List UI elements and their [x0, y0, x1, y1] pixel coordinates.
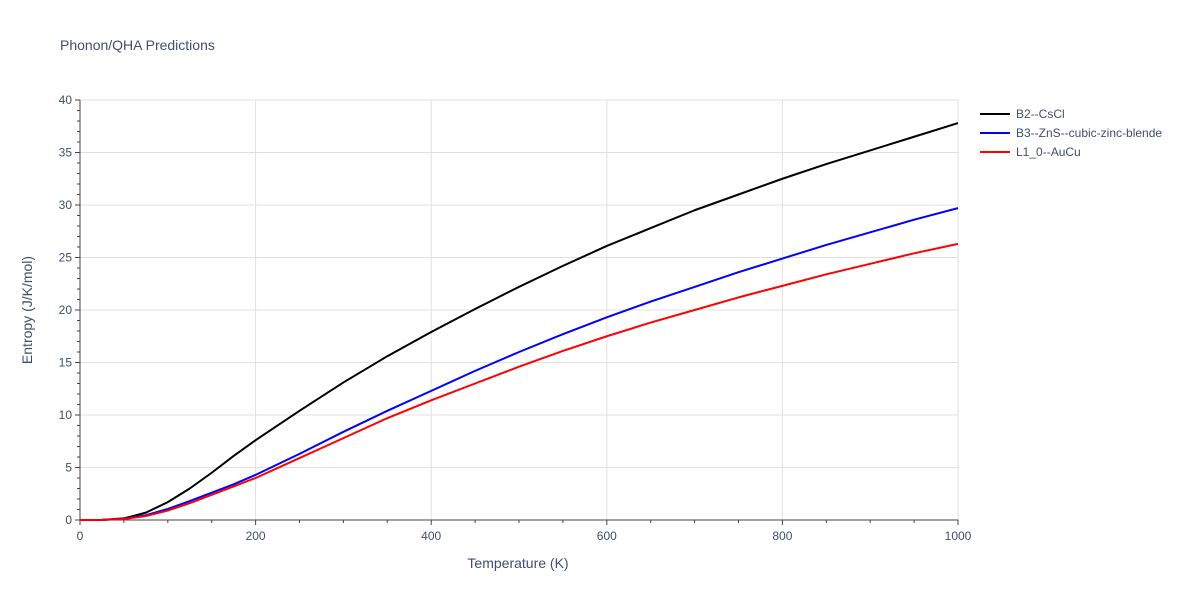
- x-tick-label: 600: [597, 529, 617, 543]
- x-tick-label: 200: [246, 529, 266, 543]
- legend-label: B2--CsCl: [1016, 107, 1065, 121]
- legend-item-2[interactable]: L1_0--AuCu: [980, 145, 1081, 159]
- series-line-0[interactable]: [79, 122, 959, 521]
- x-tick-label: 400: [421, 529, 441, 543]
- x-tick-label: 0: [77, 529, 84, 543]
- x-axis-title: Temperature (K): [467, 555, 568, 571]
- legend-item-0[interactable]: B2--CsCl: [980, 107, 1065, 121]
- axes-layer: 0 200 400 600 800 1000 0 5 10 15 20 25 30 35 40: [59, 93, 972, 543]
- y-tick-label: 30: [59, 198, 73, 212]
- y-tick-label: 5: [65, 461, 72, 475]
- chart-title: Phonon/QHA Predictions: [60, 37, 215, 53]
- legend-label: B3--ZnS--cubic-zinc-blende: [1016, 126, 1162, 140]
- legend-item-1[interactable]: B3--ZnS--cubic-zinc-blende: [980, 126, 1162, 140]
- x-tick-label: 1000: [945, 529, 972, 543]
- legend[interactable]: B2--CsCl B3--ZnS--cubic-zinc-blende L1_0--…: [980, 107, 1162, 159]
- y-tick-label: 0: [65, 513, 72, 527]
- y-tick-label: 10: [59, 408, 73, 422]
- y-tick-label: 40: [59, 93, 73, 107]
- x-tick-label: 800: [772, 529, 792, 543]
- grid-layer: [80, 99, 959, 520]
- series-layer: [79, 122, 959, 521]
- y-tick-label: 25: [59, 251, 73, 265]
- series-line-2[interactable]: [79, 242, 959, 521]
- y-tick-label: 20: [59, 303, 73, 317]
- y-tick-label: 15: [59, 356, 73, 370]
- legend-label: L1_0--AuCu: [1016, 145, 1081, 159]
- y-axis-title: Entropy (J/K/mol): [19, 256, 35, 364]
- series-line-1[interactable]: [79, 207, 959, 521]
- y-tick-label: 35: [59, 146, 73, 160]
